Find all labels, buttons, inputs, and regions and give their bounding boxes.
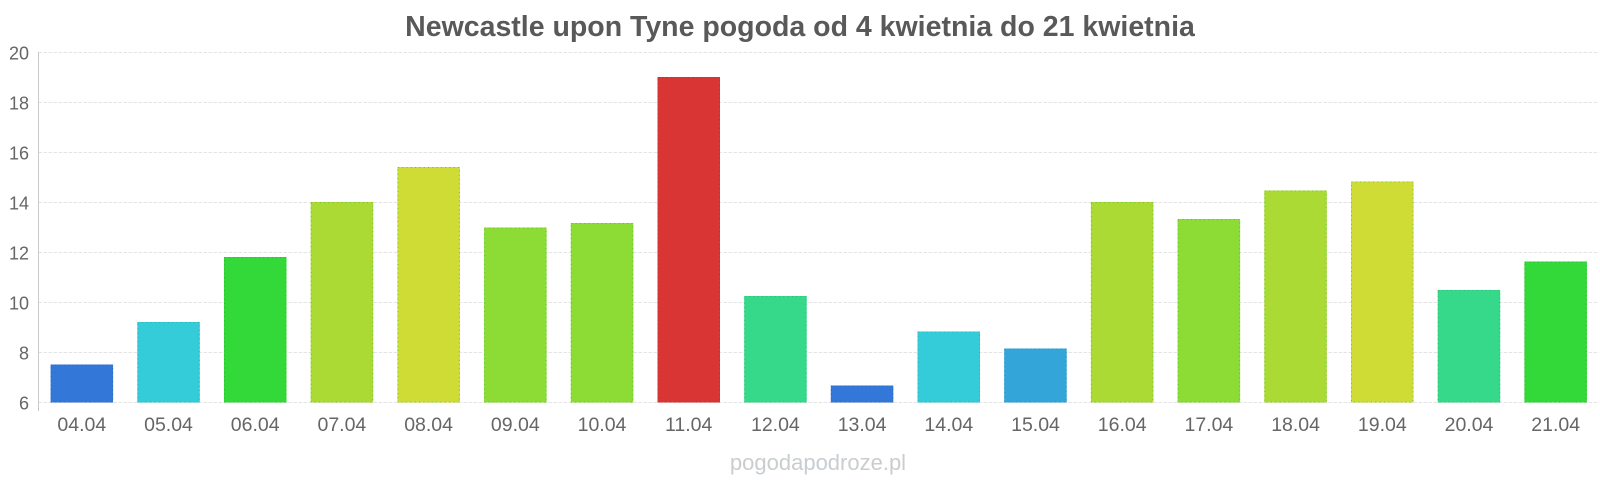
svg-text:09.04: 09.04 xyxy=(491,414,540,436)
svg-text:6: 6 xyxy=(19,394,29,414)
svg-text:14.04: 14.04 xyxy=(924,414,973,436)
svg-text:06.04: 06.04 xyxy=(231,414,280,436)
svg-text:18: 18 xyxy=(9,94,29,114)
svg-text:16: 16 xyxy=(9,144,29,164)
svg-text:20.04: 20.04 xyxy=(1445,414,1494,436)
svg-text:08.04: 08.04 xyxy=(404,414,453,436)
svg-text:10.04: 10.04 xyxy=(578,414,627,436)
svg-text:05.04: 05.04 xyxy=(144,414,193,436)
svg-text:8: 8 xyxy=(19,344,29,364)
svg-text:12: 12 xyxy=(9,244,29,264)
svg-text:11.04: 11.04 xyxy=(665,414,713,436)
svg-text:12.04: 12.04 xyxy=(751,414,800,436)
svg-text:04.04: 04.04 xyxy=(57,414,106,436)
svg-text:10: 10 xyxy=(9,294,29,314)
svg-text:13.04: 13.04 xyxy=(838,414,887,436)
svg-text:18.04: 18.04 xyxy=(1271,414,1320,436)
svg-text:19.04: 19.04 xyxy=(1358,414,1407,436)
svg-text:07.04: 07.04 xyxy=(317,414,366,436)
svg-text:14: 14 xyxy=(9,194,29,214)
svg-text:15.04: 15.04 xyxy=(1011,414,1060,436)
svg-text:21.04: 21.04 xyxy=(1531,414,1580,436)
svg-text:20: 20 xyxy=(9,44,29,64)
svg-text:pogodapodroze.pl: pogodapodroze.pl xyxy=(730,450,906,475)
svg-text:17.04: 17.04 xyxy=(1184,414,1233,436)
svg-text:Newcastle upon Tyne pogoda od: Newcastle upon Tyne pogoda od 4 kwietnia… xyxy=(405,11,1196,43)
svg-text:16.04: 16.04 xyxy=(1098,414,1147,436)
